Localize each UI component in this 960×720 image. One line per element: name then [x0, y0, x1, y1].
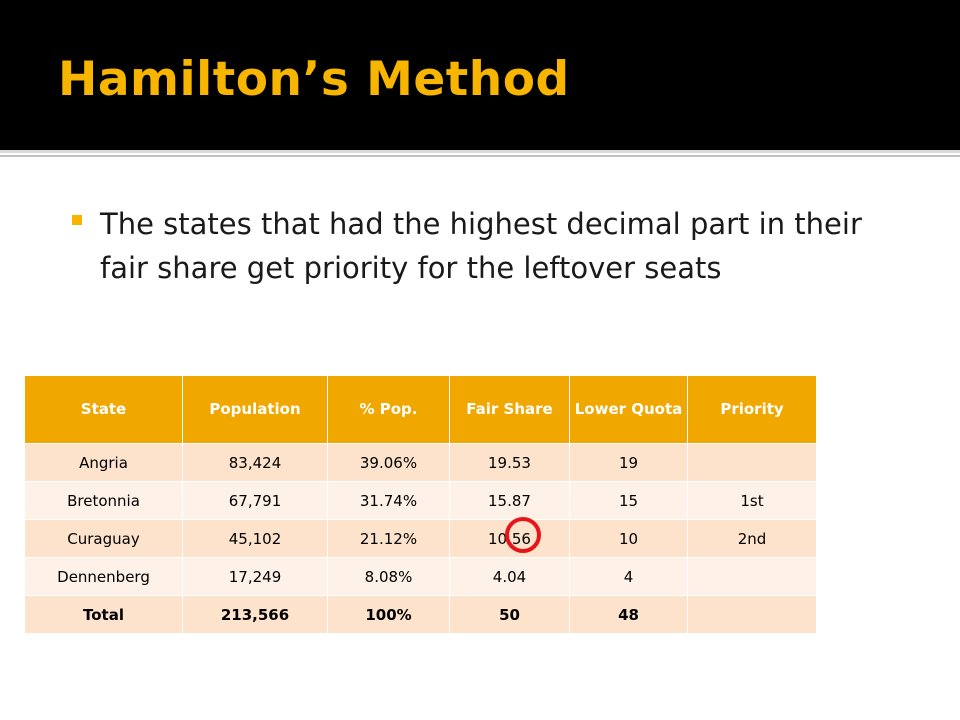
header-percent-pop: % Pop. — [327, 375, 450, 444]
title-divider — [0, 150, 960, 153]
cell-state: Angria — [24, 443, 183, 482]
cell-population: 45,102 — [182, 519, 328, 558]
cell-population: 67,791 — [182, 481, 328, 520]
cell-priority: 1st — [687, 481, 817, 520]
cell-fair-share: 19.53 — [449, 443, 570, 482]
header-population: Population — [182, 375, 328, 444]
cell-total-label: Total — [24, 595, 183, 634]
cell-priority: 2nd — [687, 519, 817, 558]
cell-state: Dennenberg — [24, 557, 183, 596]
cell-state: Bretonnia — [24, 481, 183, 520]
table-total-row: Total 213,566 100% 50 48 — [24, 595, 817, 634]
cell-priority — [687, 443, 817, 482]
square-bullet-icon — [72, 215, 82, 225]
title-bar: Hamilton’s Method — [0, 0, 960, 150]
cell-total-fair-share: 50 — [449, 595, 570, 634]
cell-total-priority — [687, 595, 817, 634]
cell-lower-quota: 10 — [569, 519, 688, 558]
header-fair-share: Fair Share — [449, 375, 570, 444]
apportionment-table: State Population % Pop. Fair Share Lower… — [24, 375, 817, 634]
header-state: State — [24, 375, 183, 444]
cell-fair-share: 4.04 — [449, 557, 570, 596]
cell-percent-pop: 31.74% — [327, 481, 450, 520]
cell-state: Curaguay — [24, 519, 183, 558]
table-row: Bretonnia 67,791 31.74% 15.87 15 1st — [24, 481, 817, 520]
highlight-circle — [505, 517, 541, 553]
cell-fair-share: 15.87 — [449, 481, 570, 520]
cell-percent-pop: 21.12% — [327, 519, 450, 558]
table-header-row: State Population % Pop. Fair Share Lower… — [24, 375, 817, 444]
header-priority: Priority — [687, 375, 817, 444]
cell-priority — [687, 557, 817, 596]
cell-lower-quota: 15 — [569, 481, 688, 520]
cell-percent-pop: 8.08% — [327, 557, 450, 596]
cell-lower-quota: 19 — [569, 443, 688, 482]
cell-lower-quota: 4 — [569, 557, 688, 596]
header-lower-quota: Lower Quota — [569, 375, 688, 444]
title-divider-secondary — [0, 155, 960, 157]
slide-title: Hamilton’s Method — [58, 52, 570, 107]
cell-total-percent: 100% — [327, 595, 450, 634]
table-row: Angria 83,424 39.06% 19.53 19 — [24, 443, 817, 482]
cell-total-lower-quota: 48 — [569, 595, 688, 634]
cell-percent-pop: 39.06% — [327, 443, 450, 482]
cell-total-population: 213,566 — [182, 595, 328, 634]
cell-population: 83,424 — [182, 443, 328, 482]
table-row: Dennenberg 17,249 8.08% 4.04 4 — [24, 557, 817, 596]
table-row: Curaguay 45,102 21.12% 10.56 10 2nd — [24, 519, 817, 558]
cell-population: 17,249 — [182, 557, 328, 596]
bullet-text: The states that had the highest decimal … — [100, 207, 862, 285]
